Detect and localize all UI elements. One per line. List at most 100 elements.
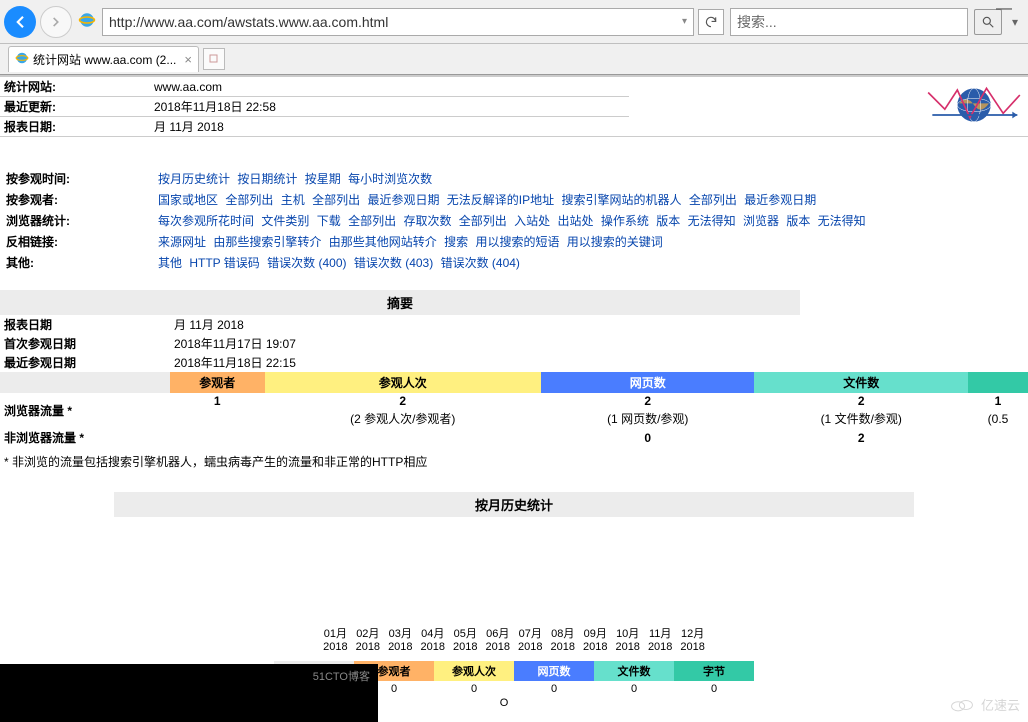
nav-link[interactable]: 下载 [317, 214, 341, 228]
dr-val: 0 [514, 681, 594, 697]
nav-link[interactable]: 无法得知 [818, 214, 866, 228]
nav-link[interactable]: 国家或地区 [158, 193, 218, 207]
hdr-label: 统计网站: [0, 77, 150, 97]
year-cell: 2018 [319, 641, 351, 653]
search-placeholder: 搜索... [737, 12, 777, 32]
watermark-text: 亿速云 [981, 695, 1020, 714]
nav-link[interactable]: 来源网址 [158, 235, 206, 249]
year-cell: 2018 [676, 641, 708, 653]
nav-link[interactable]: 全部列出 [312, 193, 360, 207]
sub: (2 参观人次/参观者) [265, 409, 541, 428]
year-cell: 2018 [449, 641, 481, 653]
nav-row-label: 按参观时间: [2, 169, 152, 188]
ie-icon [15, 51, 29, 68]
nav-link[interactable]: 按月历史统计 [158, 172, 230, 186]
nav-link[interactable]: 入站处 [514, 214, 550, 228]
nav-link[interactable]: 无法得知 [688, 214, 736, 228]
val: 0 [644, 431, 651, 445]
ie-icon [78, 11, 96, 32]
summary-footnote: * 非浏览的流量包括搜索引擎机器人，蠕虫病毒产生的流量和非正常的HTTP相应 [0, 447, 1028, 476]
tab-close-icon[interactable]: × [184, 52, 192, 67]
logo-cell [629, 77, 1028, 137]
addr-dropdown-icon[interactable]: ▾ [682, 16, 687, 27]
refresh-button[interactable] [698, 9, 724, 35]
tab-active[interactable]: 统计网站 www.aa.com (2... × [8, 46, 199, 72]
nav-link[interactable]: 搜索 [444, 235, 468, 249]
nav-links-table: 按参观时间:按月历史统计 按日期统计 按星期 每小时浏览次数 按参观者:国家或地… [0, 167, 876, 274]
bar-h1: 参观者 [170, 372, 265, 393]
dr-val: 0 [594, 681, 674, 697]
nav-link[interactable]: 操作系统 [601, 214, 649, 228]
nav-link[interactable]: 错误次数 (403) [354, 256, 433, 270]
window-minimize[interactable]: — [996, 0, 1012, 18]
val [265, 428, 541, 447]
month-cell: 12月 [676, 625, 708, 641]
hdr-value: www.aa.com [150, 77, 629, 97]
nav-link[interactable]: 由那些其他网站转介 [329, 235, 437, 249]
back-button[interactable] [4, 6, 36, 38]
year-cell: 2018 [546, 641, 578, 653]
nav-link[interactable]: 全部列出 [689, 193, 737, 207]
summ-label: 最近参观日期 [0, 353, 170, 372]
nav-link[interactable]: 按星期 [305, 172, 341, 186]
val: 1 [214, 394, 221, 408]
nav-link[interactable]: 最近参观日期 [367, 193, 439, 207]
nav-link[interactable]: 每次参观所花时间 [158, 214, 254, 228]
sub [170, 409, 265, 428]
nav-link[interactable]: 版本 [656, 214, 680, 228]
nav-link[interactable]: 按日期统计 [237, 172, 297, 186]
nav-link[interactable]: 全部列出 [459, 214, 507, 228]
new-tab-button[interactable] [203, 48, 225, 70]
val: 2 [644, 394, 651, 408]
nav-link[interactable]: 用以搜索的关键词 [567, 235, 663, 249]
nav-link[interactable]: 存取次数 [403, 214, 451, 228]
month-cell: 07月 [514, 625, 546, 641]
nav-link[interactable]: 主机 [281, 193, 305, 207]
nav-link[interactable]: 文件类别 [261, 214, 309, 228]
nav-link[interactable]: 出站处 [558, 214, 594, 228]
nav-link[interactable]: 错误次数 (400) [267, 256, 346, 270]
nav-link[interactable]: 全部列出 [348, 214, 396, 228]
years-row: 2018201820182018201820182018201820182018… [319, 641, 709, 653]
monthly-title: 按月历史统计 [114, 492, 914, 517]
val [170, 428, 265, 447]
page-content: 统计网站: www.aa.com 最近更新: 2018年11月18日 22:58… [0, 77, 1028, 709]
year-cell: 2018 [482, 641, 514, 653]
nav-link[interactable]: 用以搜索的短语 [475, 235, 559, 249]
sub: (0.5 [968, 409, 1028, 428]
nav-link[interactable]: 最近参观日期 [744, 193, 816, 207]
nav-link[interactable]: 版本 [786, 214, 810, 228]
val: 2 [399, 394, 406, 408]
row-label: 非浏览器流量 * [0, 428, 170, 447]
hdr-value: 月 11月 2018 [150, 117, 629, 137]
nav-link[interactable]: 无法反解译的IP地址 [447, 193, 554, 207]
address-bar[interactable]: http://www.aa.com/awstats.www.aa.com.htm… [102, 8, 694, 36]
sub: (1 文件数/参观) [754, 409, 968, 428]
bar-h4: 文件数 [754, 372, 968, 393]
months-row: 01月02月03月04月05月06月07月08月09月10月11月12月 [319, 625, 709, 641]
summary-table: 报表日期月 11月 2018 首次参观日期2018年11月17日 19:07 最… [0, 315, 1028, 447]
nav-row-label: 其他: [2, 253, 152, 272]
dr-val: 0 [674, 681, 754, 697]
month-cell: 01月 [319, 625, 351, 641]
dr-val: 0 [434, 681, 514, 697]
nav-link[interactable]: 其他 [158, 256, 182, 270]
month-cell: 05月 [449, 625, 481, 641]
row-label: 浏览器流量 * [0, 393, 170, 428]
nav-link[interactable]: 由那些搜索引擎转介 [213, 235, 321, 249]
nav-link[interactable]: 错误次数 (404) [441, 256, 520, 270]
browser-chrome: http://www.aa.com/awstats.www.aa.com.htm… [0, 0, 1028, 75]
nav-row-links: 来源网址 由那些搜索引擎转介 由那些其他网站转介 搜索 用以搜索的短语 用以搜索… [154, 232, 874, 251]
nav-link[interactable]: 搜索引擎网站的机器人 [561, 193, 681, 207]
nav-row-links: 按月历史统计 按日期统计 按星期 每小时浏览次数 [154, 169, 874, 188]
monthly-months-table: 01月02月03月04月05月06月07月08月09月10月11月12月 201… [319, 625, 709, 653]
search-input[interactable]: 搜索... [730, 8, 968, 36]
nav-row-label: 按参观者: [2, 190, 152, 209]
nav-link[interactable]: 每小时浏览次数 [348, 172, 432, 186]
nav-link[interactable]: HTTP 错误码 [189, 256, 259, 270]
forward-button[interactable] [40, 6, 72, 38]
hdr-label: 最近更新: [0, 97, 150, 117]
lg: 网页数 [514, 661, 594, 681]
nav-link[interactable]: 浏览器 [743, 214, 779, 228]
nav-link[interactable]: 全部列出 [225, 193, 273, 207]
